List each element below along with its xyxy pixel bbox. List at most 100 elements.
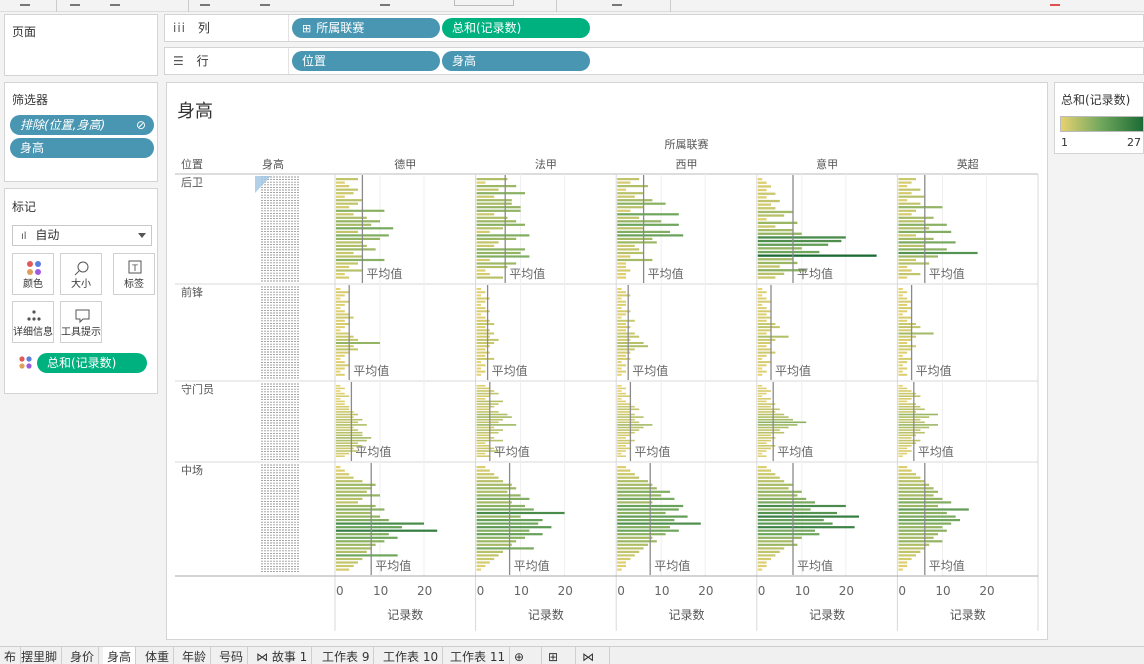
tab-9[interactable]: 工作表 10 <box>379 647 444 664</box>
bar <box>898 421 925 424</box>
tooltip-button[interactable]: 工具提示 <box>60 301 102 343</box>
bar <box>617 405 635 408</box>
tab-10[interactable]: 工作表 11 <box>446 647 511 664</box>
bar <box>476 515 521 518</box>
bar <box>757 291 767 294</box>
fit-dropdown[interactable] <box>454 0 514 6</box>
new-story-tab[interactable]: ⋈ <box>578 647 610 664</box>
new-sheet-tab[interactable]: ⊕ <box>510 647 542 664</box>
sort-icon[interactable] <box>260 0 270 6</box>
tab-5[interactable]: 年龄 <box>178 647 212 664</box>
mark-type-dropdown[interactable]: ıl 自动 <box>12 225 152 246</box>
size-button[interactable]: 大小 <box>60 253 102 295</box>
bar <box>476 390 495 392</box>
bar <box>476 447 495 450</box>
bar <box>898 329 912 332</box>
bar <box>476 426 495 429</box>
bar <box>617 206 644 209</box>
bar <box>898 480 925 483</box>
bar <box>476 195 495 198</box>
bar <box>617 332 635 335</box>
bar <box>476 220 517 223</box>
bar <box>617 411 631 413</box>
alert-icon[interactable] <box>1050 0 1060 6</box>
bar <box>336 568 350 571</box>
detail-button[interactable]: 详细信息 <box>12 301 54 343</box>
bar <box>617 452 622 455</box>
bar <box>336 181 345 184</box>
bar <box>617 511 666 515</box>
color-button[interactable]: 颜色 <box>12 253 54 295</box>
tab-6[interactable]: 号码 <box>215 647 249 664</box>
bar <box>617 329 626 332</box>
save-icon[interactable] <box>110 0 120 6</box>
average-label: 平均值 <box>797 266 833 281</box>
bar <box>617 288 622 290</box>
bar <box>757 511 837 515</box>
bar <box>336 319 345 322</box>
bar <box>757 445 776 447</box>
bar <box>757 329 771 332</box>
row-pill-height[interactable]: 身高 <box>442 51 590 71</box>
bar <box>617 434 631 437</box>
bar <box>476 276 503 279</box>
bar <box>476 490 508 493</box>
bar <box>336 554 398 557</box>
bar <box>476 392 499 395</box>
bar <box>476 241 499 244</box>
bar <box>476 487 517 490</box>
bar <box>476 291 486 294</box>
bar <box>617 568 622 571</box>
undo-icon[interactable] <box>20 0 30 6</box>
bar <box>336 297 341 300</box>
bar <box>757 557 771 561</box>
bar <box>617 195 635 198</box>
tab-8[interactable]: 工作表 9 <box>318 647 375 664</box>
filter-pill-exclude[interactable]: 排除(位置,身高) ⊘ <box>10 115 154 135</box>
tab-2[interactable]: 身价 <box>66 647 100 664</box>
toolbar <box>0 0 1144 12</box>
tab-7[interactable]: ⋈ 故事 1 <box>252 647 313 664</box>
position-label: 守门员 <box>181 382 214 396</box>
new-dashboard-tab[interactable]: ⊞ <box>544 647 576 664</box>
marks-color-pill-label: 总和(记录数) <box>47 356 117 370</box>
bar <box>898 504 938 508</box>
label-button[interactable]: T 标签 <box>113 253 155 295</box>
add-datasource-icon[interactable] <box>70 0 80 6</box>
x-tick-label: 20 <box>417 584 432 598</box>
bar <box>336 265 350 269</box>
column-pill-count[interactable]: 总和(记录数) <box>442 18 590 38</box>
bar <box>617 370 626 373</box>
league-header: 德甲 <box>394 157 416 171</box>
bar <box>757 437 776 439</box>
highlight-icon[interactable] <box>380 0 390 6</box>
tab-0[interactable]: 布 <box>0 647 22 664</box>
bar <box>898 276 908 279</box>
bar <box>476 405 495 408</box>
bar <box>476 466 486 469</box>
tab-1[interactable]: 摆里脚 <box>17 647 63 664</box>
viz-panel: 身高 所属联赛 位置 身高 德甲 法甲 西甲 意甲 英超 后卫 前锋 守门员 中场 平均值 平均值 平均值平… <box>166 82 1048 640</box>
row-pill-position[interactable]: 位置 <box>292 51 440 71</box>
bar <box>617 291 626 294</box>
bar <box>476 227 503 230</box>
new-story-icon: ⋈ <box>582 650 594 664</box>
marks-color-pill[interactable]: 总和(记录数) <box>37 353 147 373</box>
bar <box>336 418 363 421</box>
bar <box>898 529 947 532</box>
tab-3[interactable]: 身高 <box>103 647 137 664</box>
bar <box>336 316 354 319</box>
bar <box>336 364 350 367</box>
column-pill-league[interactable]: ⊞ 所属联赛 <box>292 18 440 38</box>
show-me-icon[interactable] <box>612 0 622 6</box>
bar <box>617 442 631 444</box>
bar <box>898 557 912 561</box>
bar <box>476 469 490 472</box>
bar <box>617 185 648 188</box>
filter-pill-height[interactable]: 身高 <box>10 138 154 158</box>
bar <box>336 370 341 373</box>
tab-4[interactable]: 体重 <box>141 647 175 664</box>
bar <box>476 434 490 437</box>
average-label: 平均值 <box>918 444 954 459</box>
swap-icon[interactable] <box>200 0 210 6</box>
